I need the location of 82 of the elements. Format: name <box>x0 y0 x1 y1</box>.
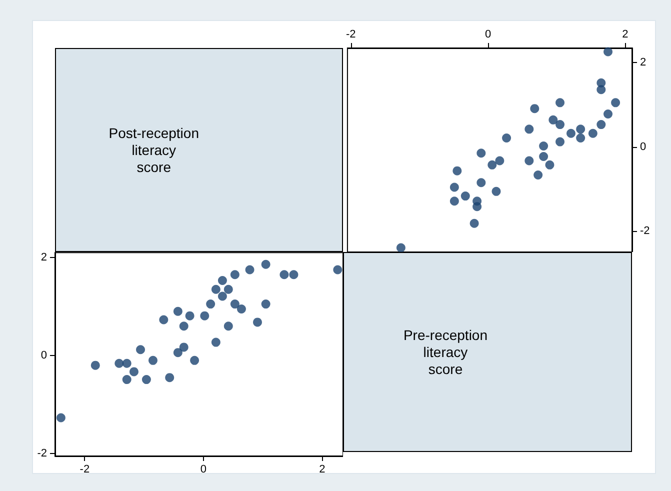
point <box>261 260 270 269</box>
x-tick-label: 0 <box>200 464 207 476</box>
point <box>524 124 534 134</box>
point <box>611 98 620 108</box>
point <box>556 137 565 146</box>
point <box>224 322 233 331</box>
point <box>596 120 606 130</box>
point <box>253 318 262 327</box>
point <box>114 358 124 368</box>
point <box>173 306 182 316</box>
point <box>122 358 132 368</box>
y-tick-label: -2 <box>640 224 650 237</box>
x-tick-label: 0 <box>484 28 492 40</box>
point <box>142 375 151 384</box>
point <box>236 304 246 314</box>
point <box>179 322 188 331</box>
point <box>470 218 479 228</box>
point <box>396 243 406 252</box>
point <box>604 47 613 56</box>
point <box>159 315 168 324</box>
point <box>545 160 554 170</box>
y-tick-label: 2 <box>40 252 47 264</box>
point <box>604 110 613 119</box>
point <box>492 186 501 196</box>
point <box>136 345 146 354</box>
point <box>576 124 586 134</box>
point <box>90 360 100 370</box>
text: Pre-reception literacy score <box>403 327 488 377</box>
point <box>452 166 462 176</box>
point <box>179 342 188 352</box>
point <box>185 311 194 320</box>
point <box>460 192 470 201</box>
x-tick-label: 2 <box>319 464 326 476</box>
x-tick-label: -2 <box>346 28 356 40</box>
point <box>472 196 482 206</box>
point <box>261 300 270 309</box>
point <box>539 152 548 162</box>
point <box>230 300 240 309</box>
point <box>280 270 289 280</box>
point <box>530 104 540 114</box>
point <box>596 78 606 88</box>
y-tick-label: 0 <box>640 140 646 153</box>
point <box>245 265 254 274</box>
point <box>56 413 66 422</box>
point <box>211 284 220 294</box>
point <box>502 134 512 143</box>
point <box>211 338 220 347</box>
point <box>224 284 233 294</box>
point <box>289 270 298 280</box>
y-tick-label: -2 <box>37 448 47 460</box>
point <box>218 292 227 301</box>
point <box>206 300 216 309</box>
point <box>534 170 543 180</box>
point <box>548 115 558 124</box>
point <box>333 265 342 274</box>
point <box>566 128 576 138</box>
point <box>450 196 459 206</box>
point <box>129 367 138 376</box>
point <box>230 270 240 280</box>
point <box>190 356 200 365</box>
point <box>588 128 598 138</box>
point <box>495 156 504 166</box>
point <box>173 348 182 358</box>
point <box>476 148 486 158</box>
point <box>122 375 132 384</box>
point <box>476 178 486 188</box>
point <box>488 160 497 170</box>
x-tick-label: 2 <box>622 28 628 40</box>
point <box>556 98 565 108</box>
point <box>218 276 227 286</box>
y-tick-label: 0 <box>40 350 47 362</box>
point <box>524 156 534 166</box>
point <box>576 134 586 143</box>
y-tick-label: 2 <box>640 56 646 69</box>
point <box>148 356 158 365</box>
point <box>450 182 459 192</box>
point <box>200 311 210 320</box>
point <box>556 120 565 130</box>
text: Post-reception literacy score <box>108 125 200 175</box>
x-tick-label: -2 <box>80 464 90 476</box>
point <box>539 142 548 150</box>
point <box>165 373 174 382</box>
